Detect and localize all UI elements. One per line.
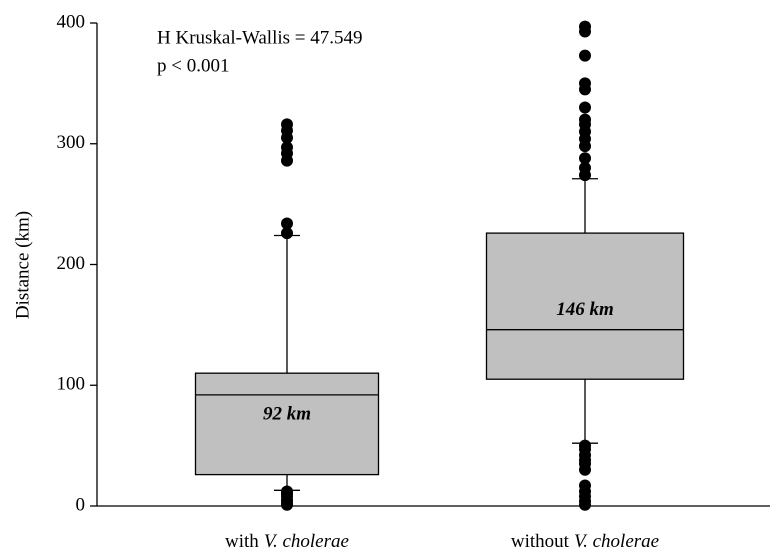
- y-tick-label: 0: [76, 494, 86, 515]
- y-tick-label: 100: [57, 374, 86, 395]
- outlier: [579, 20, 591, 33]
- median-label: 146 km: [556, 299, 614, 320]
- outlier: [579, 49, 591, 62]
- y-tick-label: 400: [57, 11, 86, 32]
- annotation: H Kruskal-Wallis = 47.549: [157, 27, 363, 48]
- outlier: [579, 479, 591, 492]
- outlier: [579, 77, 591, 90]
- x-tick-label-part: without: [511, 531, 570, 552]
- annotation: p < 0.001: [157, 55, 229, 76]
- outlier: [281, 227, 293, 240]
- outlier: [579, 152, 591, 165]
- outlier: [281, 217, 293, 230]
- x-tick-label-part: with: [225, 531, 259, 552]
- x-tick-label: with V. cholerae: [225, 531, 349, 552]
- y-tick-label: 300: [57, 132, 86, 153]
- outlier: [281, 485, 293, 498]
- outlier: [281, 141, 293, 154]
- outlier: [579, 101, 591, 114]
- x-tick-label: without V. cholerae: [511, 531, 659, 552]
- outlier: [579, 113, 591, 126]
- outlier: [579, 439, 591, 452]
- x-tick-label-part: V. cholerae: [574, 531, 659, 552]
- y-tick-label: 200: [57, 253, 86, 274]
- box: [485, 232, 685, 380]
- x-tick-label-part: V. cholerae: [264, 531, 349, 552]
- y-axis-label: Distance (km): [12, 211, 33, 319]
- outlier: [281, 118, 293, 131]
- box: [194, 372, 380, 476]
- median-label: 92 km: [263, 403, 311, 424]
- outlier: [579, 161, 591, 174]
